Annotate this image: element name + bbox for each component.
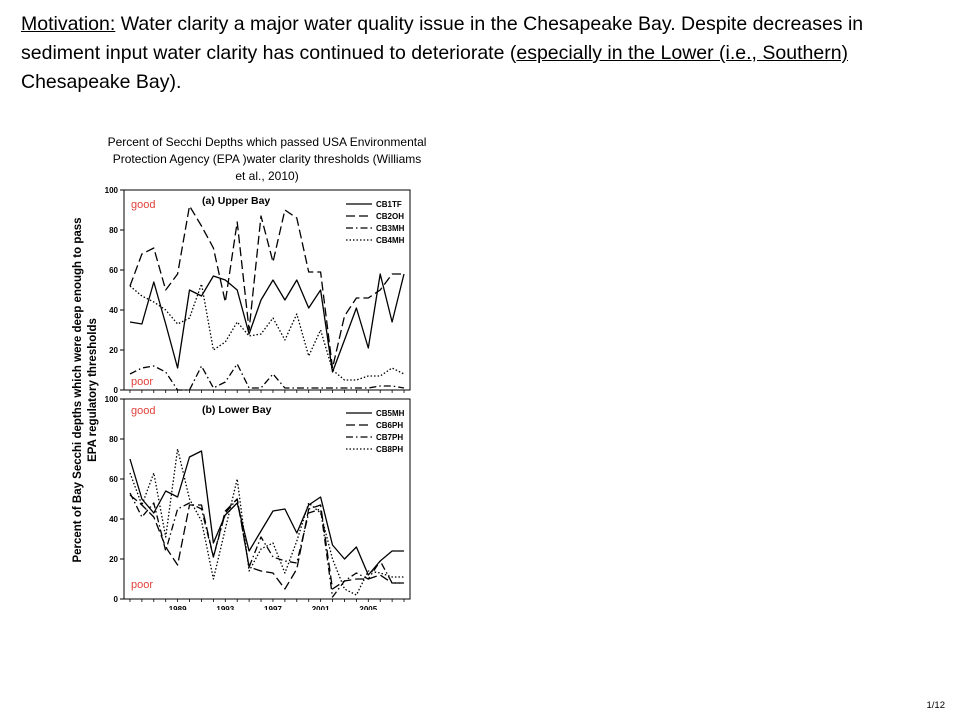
y-ticks-upper: 0 20 40 60 80 100: [105, 186, 124, 395]
slide-number: 1/12: [926, 700, 946, 711]
motivation-text-1: Water clarity a major water quality issu…: [21, 13, 864, 64]
y-tick-label: 60: [109, 266, 118, 275]
y-ticks-lower: 0 20 40 60 80 100: [105, 395, 124, 604]
legend-lower: CB5MH CB6PH CB7PH CB8PH: [346, 409, 405, 454]
y-tick-label: 100: [105, 186, 119, 195]
legend-label-cb6ph: CB6PH: [376, 421, 403, 430]
series-line-cb8ph: [129, 448, 404, 596]
legend-label-cb4mh: CB4MH: [376, 236, 405, 245]
y-axis-label-line-2: EPA regulatory thresholds: [87, 318, 99, 462]
y-tick-label: 60: [109, 475, 118, 484]
series-line-cb3mh: [129, 363, 405, 391]
y-axis-label-line-1: Percent of Bay Secchi depths which were …: [72, 217, 84, 562]
y-tick-label: 80: [109, 435, 118, 444]
y-tick-label: 20: [109, 346, 118, 355]
x-tick-label: 1997: [264, 605, 282, 610]
panel-frame: [123, 189, 411, 391]
lines-lower: [129, 448, 404, 598]
good-label-upper: good: [131, 199, 155, 211]
x-tick-label: 1989: [169, 605, 187, 610]
series-line-cb5mh: [129, 450, 404, 576]
y-tick-label: 80: [109, 226, 118, 235]
legend-label-cb3mh: CB3MH: [376, 224, 405, 233]
poor-label-lower: poor: [131, 579, 153, 591]
y-tick-label: 100: [105, 395, 119, 404]
legend-label-cb5mh: CB5MH: [376, 409, 405, 418]
x-tick-label: 2005: [359, 605, 377, 610]
series-line-cb7ph: [129, 492, 404, 598]
series-line-cb6ph: [129, 494, 404, 590]
y-tick-label: 40: [109, 306, 118, 315]
legend-upper: CB1TF CB2OH CB3MH CB4MH: [346, 200, 405, 245]
y-tick-label: 0: [114, 386, 119, 395]
panel-lower-bay: 0 20 40 60 80 100 1989 1993 1997 2001 2005 (b) Lo…: [105, 395, 411, 610]
motivation-label: Motivation:: [21, 13, 116, 35]
motivation-text-2: Chesapeake Bay).: [21, 71, 182, 93]
x-tick-label: 1993: [216, 605, 234, 610]
good-label-lower: good: [131, 405, 155, 417]
series-line-cb4mh: [129, 283, 405, 381]
y-tick-label: 40: [109, 515, 118, 524]
y-tick-label: 20: [109, 555, 118, 564]
y-tick-label: 0: [114, 595, 119, 604]
panel-title-upper: (a) Upper Bay: [202, 195, 270, 207]
panel-title-lower: (b) Lower Bay: [202, 404, 272, 416]
legend-label-cb8ph: CB8PH: [376, 445, 403, 454]
legend-label-cb2oh: CB2OH: [376, 212, 404, 221]
x-tick-label: 2001: [312, 605, 330, 610]
x-ticks-lower: 1989 1993 1997 2001 2005: [129, 599, 405, 610]
panel-frame: [123, 398, 411, 600]
panel-upper-bay: 0 20 40 60 80 100 (a) Upper Bay CB1TF CB2OH CB3…: [105, 186, 411, 395]
x-ticks-upper: [129, 390, 405, 393]
legend-label-cb7ph: CB7PH: [376, 433, 403, 442]
motivation-paragraph: Motivation: Water clarity a major water …: [21, 10, 941, 97]
figure-caption: Percent of Secchi Depths which passed US…: [107, 135, 427, 183]
series-line-cb2oh: [129, 205, 404, 369]
poor-label-upper: poor: [131, 376, 153, 388]
lines-upper: [129, 205, 405, 391]
motivation-underlined-text: especially in the Lower (i.e., Southern): [516, 42, 849, 64]
series-line-cb1tf: [129, 273, 405, 373]
secchi-figure: Percent of Bay Secchi depths which were …: [72, 186, 411, 610]
legend-label-cb1tf: CB1TF: [376, 200, 402, 209]
